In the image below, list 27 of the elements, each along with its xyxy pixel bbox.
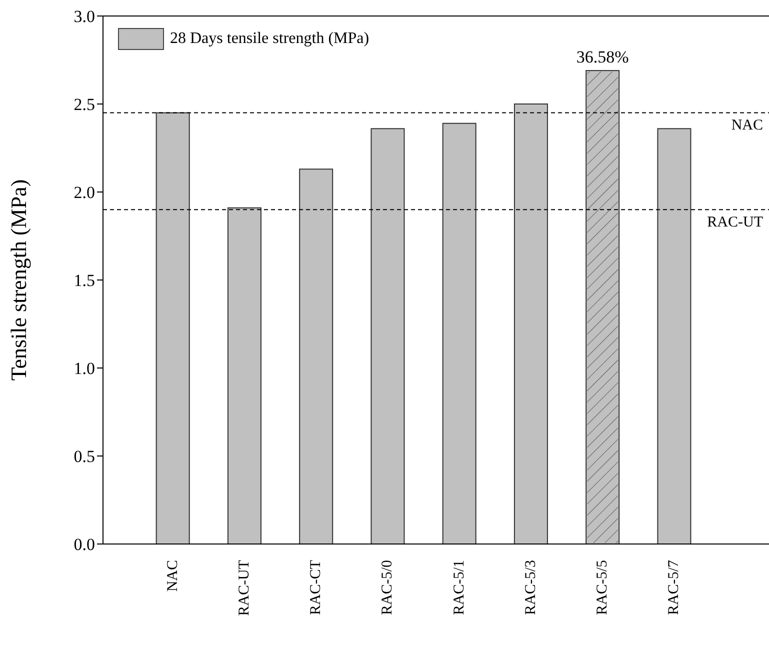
bar <box>299 168 334 544</box>
bar <box>514 104 548 544</box>
y-tick-label: 1.5 <box>74 271 95 290</box>
bar <box>657 128 692 544</box>
x-tick-label: RAC-UT <box>236 560 252 616</box>
x-tick-label: RAC-5/3 <box>522 560 539 616</box>
x-tick-label: RAC-5/0 <box>380 560 396 616</box>
ref-line-label: NAC <box>731 117 763 134</box>
y-tick-label: 2.0 <box>74 183 95 202</box>
x-tick-label: RAC-5/5 <box>594 560 611 616</box>
y-tick-label: 2.5 <box>74 95 95 114</box>
y-tick-label: 1.0 <box>74 359 95 378</box>
bar <box>370 128 405 544</box>
legend-label: 28 Days tensile strength (MPa) <box>170 30 370 48</box>
bar <box>442 122 476 544</box>
bar <box>227 207 262 544</box>
ref-line-label: RAC-UT <box>707 214 763 230</box>
bar <box>156 112 190 544</box>
y-axis-title: Tensile strength (MPa) <box>6 179 31 381</box>
x-tick-label: RAC-CT <box>308 560 324 616</box>
y-tick-label: 0.5 <box>74 447 95 466</box>
x-tick-label: RAC-5/7 <box>666 560 682 616</box>
y-tick-label: 3.0 <box>74 7 95 26</box>
annotation: 36.58% <box>576 48 629 67</box>
x-tick-label: NAC <box>164 560 181 592</box>
x-tick-label: RAC-5/1 <box>451 560 468 616</box>
y-tick-label: 0.0 <box>74 535 95 554</box>
